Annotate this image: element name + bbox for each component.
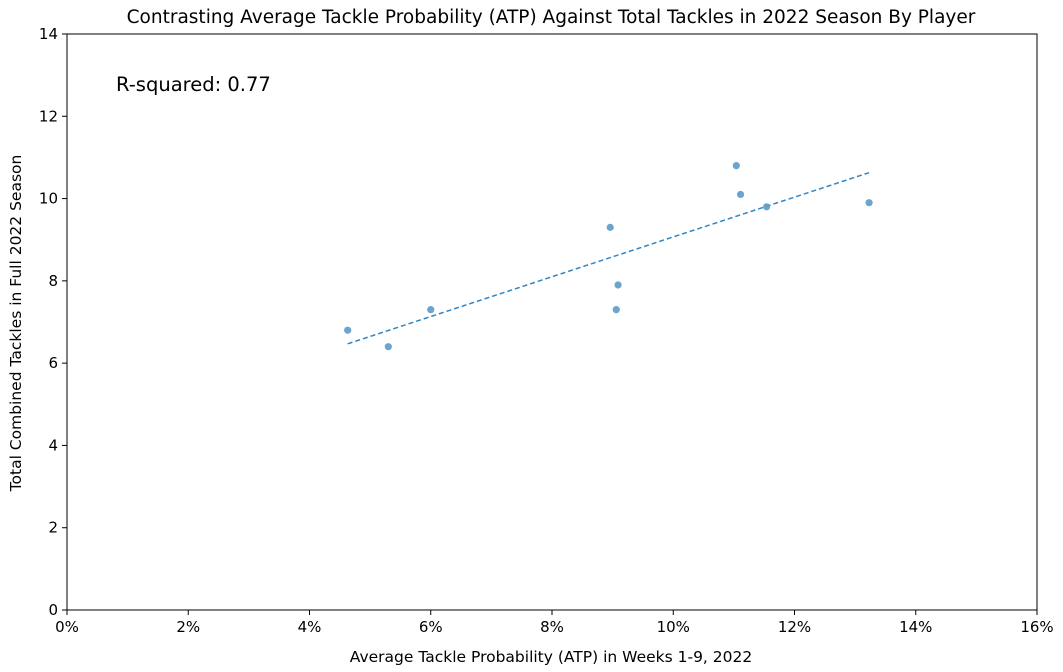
y-tick-label: 0 — [48, 601, 58, 619]
y-tick-label: 8 — [48, 272, 58, 290]
data-point — [344, 326, 352, 334]
y-tick-label: 6 — [48, 354, 58, 372]
x-tick-label: 4% — [298, 618, 322, 636]
y-tick-label: 12 — [39, 107, 58, 125]
y-tick-label: 10 — [39, 190, 58, 208]
x-tick-label: 6% — [419, 618, 443, 636]
plot-frame — [66, 33, 1038, 611]
x-axis-label: Average Tackle Probability (ATP) in Week… — [350, 648, 753, 666]
y-tick-label: 2 — [48, 519, 58, 537]
plot-area: 0% 2% 4% 6% 8% 10% 12% 14% 16% 0 2 4 6 8 10 12 14 — [39, 25, 1054, 636]
x-tick-label: 14% — [899, 618, 932, 636]
data-point — [763, 203, 771, 211]
x-tick-label: 16% — [1020, 618, 1053, 636]
r-squared-annotation: R-squared: 0.77 — [116, 73, 271, 96]
trend-line — [347, 171, 870, 345]
data-point — [614, 281, 622, 289]
y-tick-label: 4 — [48, 436, 58, 454]
x-tick-label: 10% — [657, 618, 690, 636]
x-tick-label: 0% — [55, 618, 79, 636]
data-point — [384, 343, 392, 351]
x-tick-label: 8% — [540, 618, 564, 636]
x-tick-label: 12% — [778, 618, 811, 636]
data-point — [427, 306, 435, 314]
y-tick-label: 14 — [39, 25, 58, 43]
chart-title: Contrasting Average Tackle Probability (… — [127, 7, 976, 28]
data-point — [732, 162, 740, 170]
data-point — [736, 190, 745, 199]
data-point — [606, 223, 614, 231]
y-axis-label: Total Combined Tackles in Full 2022 Seas… — [7, 155, 25, 493]
x-tick-label: 2% — [176, 618, 200, 636]
data-point — [865, 199, 873, 207]
data-point — [612, 306, 620, 314]
